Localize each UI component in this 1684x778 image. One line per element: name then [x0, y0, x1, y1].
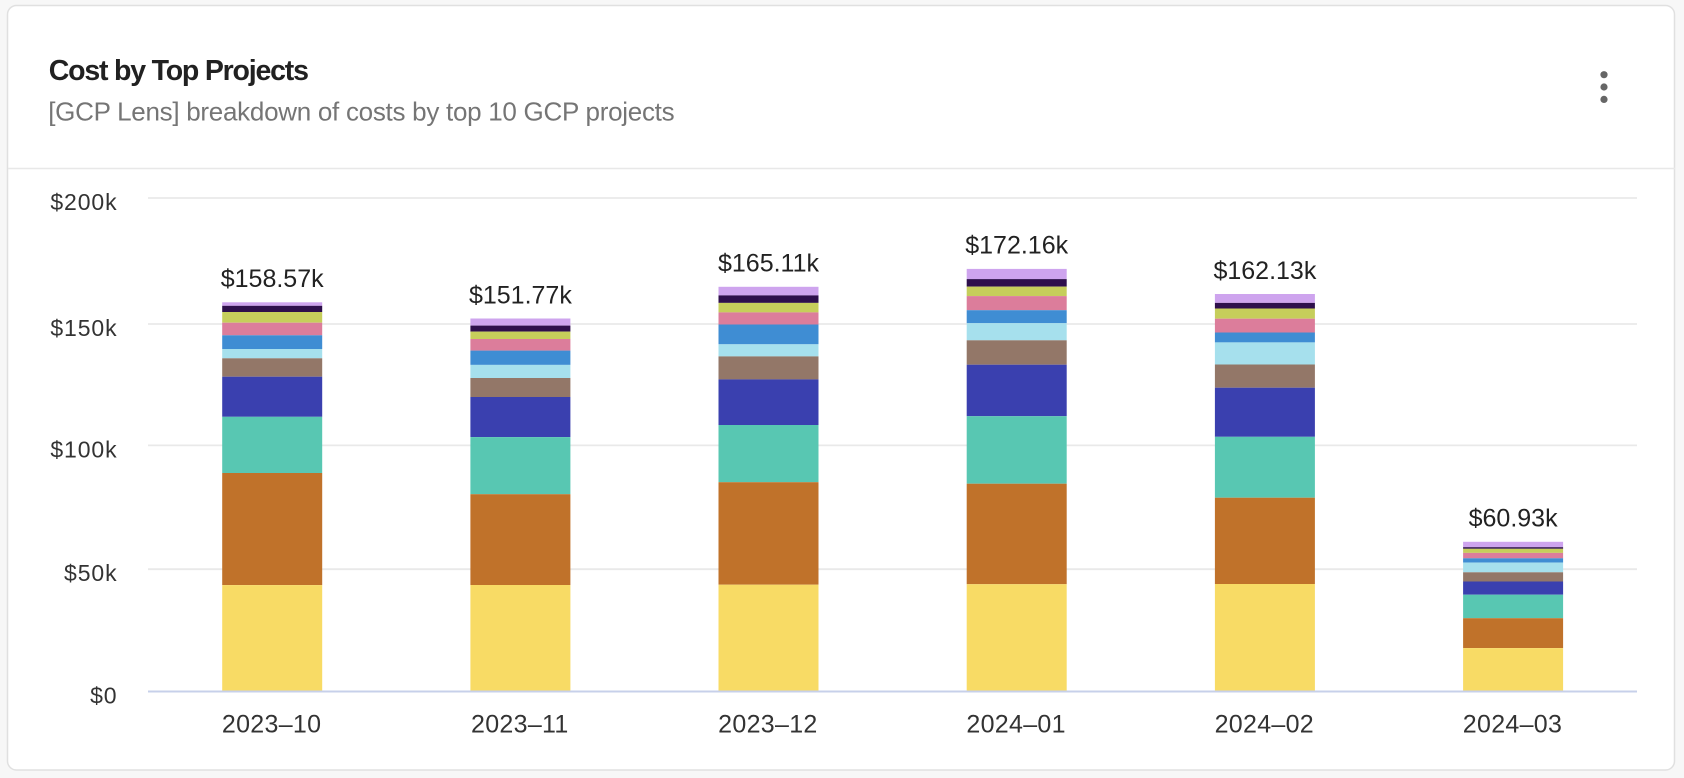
svg-text:$151.77k: $151.77k — [469, 281, 572, 309]
svg-text:2023–12: 2023–12 — [718, 711, 817, 739]
svg-text:2024–02: 2024–02 — [1215, 711, 1314, 739]
svg-text:2024–03: 2024–03 — [1463, 711, 1562, 739]
svg-text:$50k: $50k — [64, 560, 117, 586]
svg-text:2023–11: 2023–11 — [471, 711, 569, 739]
svg-text:$200k: $200k — [50, 189, 117, 215]
svg-text:$150k: $150k — [50, 315, 117, 341]
svg-text:2024–01: 2024–01 — [966, 711, 1065, 739]
svg-text:$60.93k: $60.93k — [1469, 505, 1558, 533]
svg-text:$172.16k: $172.16k — [965, 232, 1068, 260]
svg-text:$162.13k: $162.13k — [1213, 257, 1316, 285]
svg-text:$100k: $100k — [50, 436, 117, 462]
svg-text:2023–10: 2023–10 — [222, 711, 321, 739]
svg-text:Cost by Top Projects: Cost by Top Projects — [49, 55, 308, 87]
svg-text:[GCP Lens] breakdown of costs: [GCP Lens] breakdown of costs by top 10 … — [48, 97, 674, 127]
svg-text:$0: $0 — [90, 683, 117, 709]
svg-text:$165.11k: $165.11k — [718, 250, 820, 278]
svg-text:$158.57k: $158.57k — [221, 265, 324, 293]
